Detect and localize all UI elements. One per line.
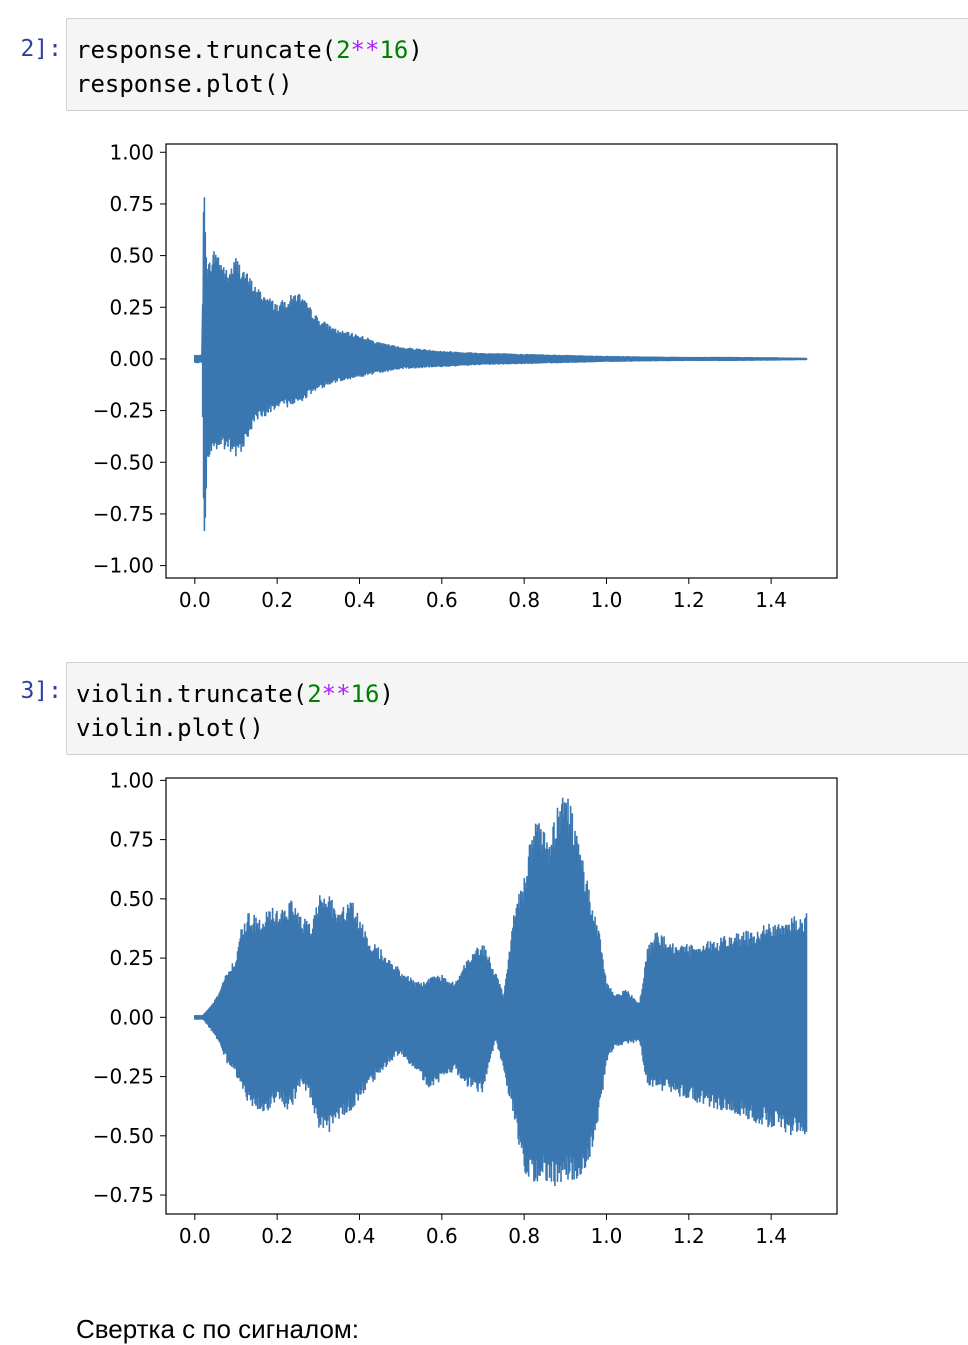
y-tick-label: −1.00 [93, 554, 154, 578]
x-tick-label: 0.2 [261, 588, 293, 612]
code-number: 2 [307, 680, 322, 708]
y-tick-label: 0.75 [109, 192, 154, 216]
y-tick-label: 1.00 [109, 140, 154, 164]
y-tick-label: 0.50 [109, 887, 154, 911]
y-tick-label: 0.75 [109, 828, 154, 852]
x-tick-label: 0.4 [344, 588, 376, 612]
code-cell-violin[interactable]: violin.truncate(2**16) violin.plot() [66, 662, 968, 755]
y-tick-label: 0.00 [109, 347, 154, 371]
cell-prompt-12: 2]: [20, 36, 62, 62]
y-tick-label: 0.50 [109, 244, 154, 268]
code-text: ) [408, 36, 423, 64]
y-tick-label: −0.50 [93, 1124, 154, 1148]
x-tick-label: 1.0 [591, 1224, 623, 1248]
code-operator: ** [350, 36, 380, 64]
x-tick-label: 0.6 [426, 1224, 458, 1248]
code-text: violin.truncate( [76, 680, 308, 708]
code-operator: ** [321, 680, 351, 708]
x-tick-label: 0.4 [344, 1224, 376, 1248]
y-tick-label: 0.00 [109, 1005, 154, 1029]
x-tick-label: 0.0 [179, 1224, 211, 1248]
y-tick-label: −0.25 [93, 399, 154, 423]
x-tick-label: 1.2 [673, 588, 705, 612]
markdown-text: Свертка с по сигналом: [76, 1314, 360, 1344]
x-tick-label: 0.8 [508, 588, 540, 612]
x-tick-label: 0.0 [179, 588, 211, 612]
cell-prompt-13: 3]: [20, 678, 62, 704]
code-cell-response[interactable]: response.truncate(2**16) response.plot() [66, 18, 968, 111]
y-tick-label: 0.25 [109, 946, 154, 970]
y-tick-label: −0.50 [93, 450, 154, 474]
code-text: response.truncate( [76, 36, 337, 64]
x-tick-label: 1.2 [673, 1224, 705, 1248]
code-number: 2 [336, 36, 351, 64]
code-text: response.plot() [76, 70, 293, 98]
x-tick-label: 0.2 [261, 1224, 293, 1248]
x-tick-label: 1.0 [591, 588, 623, 612]
x-tick-label: 0.8 [508, 1224, 540, 1248]
y-tick-label: 1.00 [109, 768, 154, 792]
axes-frame [165, 777, 838, 1215]
violin-plot: 1.00 0.75 0.50 0.25 0.00 −0.25 −0.50 −0.75 0.0 0.… [93, 768, 838, 1248]
response-plot: 1.00 0.75 0.50 0.25 0.00 −0.25 −0.50 −0.75 −1.00… [93, 140, 838, 612]
code-text: violin.plot() [76, 714, 264, 742]
x-tick-label: 1.4 [755, 1224, 787, 1248]
y-tick-label: −0.75 [93, 502, 154, 526]
x-tick-label: 1.4 [755, 588, 787, 612]
waveform-line [194, 797, 808, 1187]
y-tick-label: −0.25 [93, 1065, 154, 1089]
axes-frame [165, 143, 838, 579]
code-text: ) [379, 680, 394, 708]
y-tick-label: −0.75 [93, 1183, 154, 1207]
y-tick-label: 0.25 [109, 295, 154, 319]
code-line: response.plot() [76, 67, 968, 101]
code-number: 16 [350, 680, 380, 708]
code-line: response.truncate(2**16) [76, 33, 968, 67]
code-line: violin.plot() [76, 711, 968, 745]
code-line: violin.truncate(2**16) [76, 677, 968, 711]
x-tick-label: 0.6 [426, 588, 458, 612]
waveform-line [194, 197, 808, 532]
code-number: 16 [379, 36, 409, 64]
